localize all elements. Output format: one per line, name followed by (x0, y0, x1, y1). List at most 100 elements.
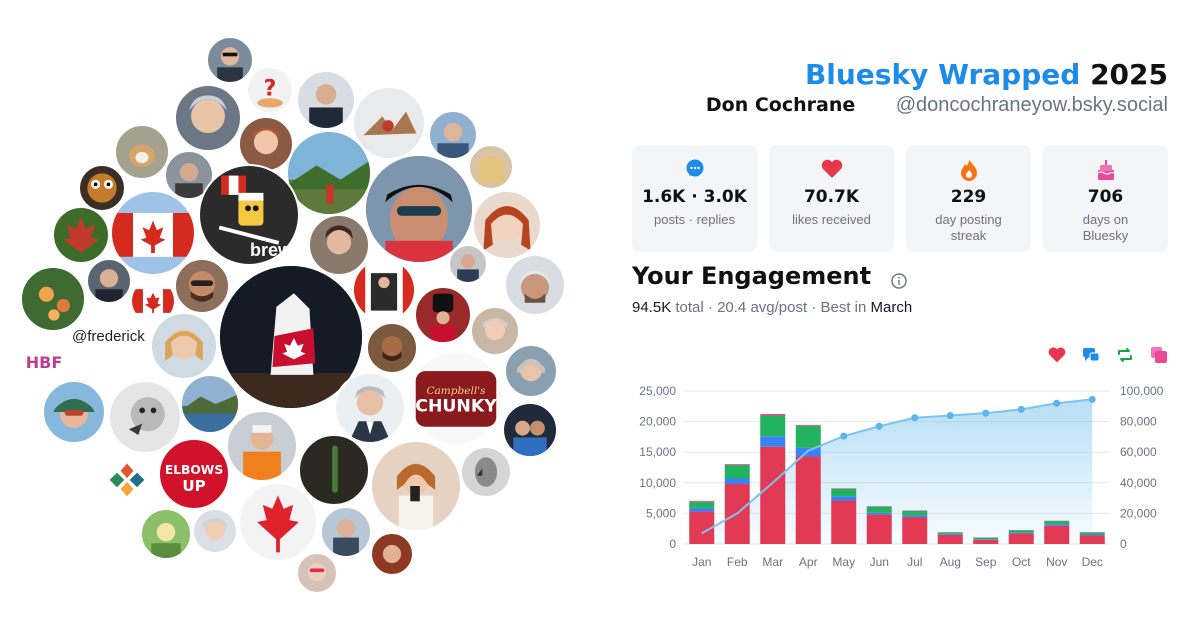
avatar[interactable] (504, 254, 566, 316)
avatar[interactable] (226, 410, 298, 482)
cake-icon (1043, 159, 1168, 181)
avatar-cloud: ? brewski (20, 36, 566, 594)
avatar[interactable] (370, 532, 414, 576)
bar-segment (1044, 524, 1070, 526)
avatar[interactable] (470, 306, 520, 356)
repost-icon[interactable] (1116, 346, 1134, 364)
svg-text:UP: UP (182, 477, 205, 495)
y-tick-label: 15,000 (639, 445, 676, 459)
avatar[interactable] (370, 440, 462, 532)
cumulative-point (982, 409, 990, 417)
x-tick-label: Mar (762, 555, 783, 569)
info-icon[interactable] (891, 267, 908, 289)
avatar[interactable] (352, 258, 416, 322)
avatar[interactable] (298, 434, 370, 506)
brewski-label: brewski (250, 240, 300, 260)
reply-icon[interactable] (1082, 346, 1100, 364)
bar-segment (937, 532, 963, 534)
bar-segment (760, 446, 786, 544)
avatar[interactable] (206, 36, 254, 84)
x-tick-label: Jan (692, 555, 711, 569)
avatar[interactable] (448, 244, 488, 284)
svg-text:ELBOWS: ELBOWS (165, 463, 223, 477)
bar-segment (831, 488, 857, 489)
avatar[interactable] (468, 144, 514, 190)
bar-segment (760, 415, 786, 437)
avatar[interactable] (320, 506, 372, 558)
avatar[interactable]: Campbell's CHUNKY (408, 350, 504, 446)
avatar[interactable] (364, 154, 474, 264)
quote-icon[interactable] (1150, 346, 1168, 364)
avatar[interactable] (52, 206, 110, 264)
user-handle[interactable]: @doncochraneyow.bsky.social (895, 94, 1168, 116)
avatar[interactable]: ? (246, 66, 294, 114)
avatar[interactable] (502, 402, 558, 458)
avatar[interactable] (192, 508, 238, 554)
bar-segment (902, 517, 928, 544)
avatar[interactable] (296, 70, 356, 130)
avatar[interactable] (140, 508, 192, 560)
engagement-chart: 0 5,000 10,000 15,000 20,000 25,000 0 20,000 40,… (639, 384, 1163, 569)
y-tick-label: 0 (669, 537, 676, 551)
engagement-avg: 20.4 avg/post (717, 299, 808, 316)
avatar[interactable] (472, 190, 542, 260)
avatar[interactable] (286, 130, 372, 216)
avatar[interactable] (114, 124, 170, 180)
avatar[interactable] (108, 380, 182, 454)
avatar[interactable] (366, 322, 418, 374)
avatar[interactable] (20, 266, 86, 332)
avatar[interactable] (414, 286, 472, 344)
heart-icon[interactable] (1048, 346, 1066, 364)
x-tick-label: Apr (799, 555, 818, 569)
bar-segment (1008, 532, 1034, 534)
bar-segment (937, 534, 963, 544)
separator: · (811, 299, 817, 316)
avatar[interactable] (110, 190, 196, 276)
engagement-title: Your Engagement (632, 262, 872, 290)
bar-segment (973, 539, 999, 544)
avatar[interactable] (174, 258, 230, 314)
avatar[interactable] (334, 372, 406, 444)
avatar[interactable]: HBF (22, 344, 66, 378)
avatar[interactable] (86, 258, 132, 304)
avatar[interactable] (296, 552, 338, 594)
avatar[interactable] (180, 374, 240, 434)
stat-label: day posting streak (935, 212, 1002, 243)
brand-title: Bluesky Wrapped (804, 58, 1081, 91)
x-tick-label: Oct (1012, 555, 1031, 569)
stat-value: 1.6K · 3.0K (642, 187, 747, 207)
bar-segment (1044, 525, 1070, 544)
heart-icon (769, 159, 894, 181)
year-title: 2025 (1090, 58, 1168, 91)
stat-card-likes: 70.7K likes received (769, 145, 894, 252)
avatar[interactable]: brewski (198, 164, 300, 266)
stat-value: 229 (950, 187, 987, 207)
y-tick-label: 10,000 (639, 476, 676, 490)
avatar[interactable] (104, 456, 150, 502)
avatar[interactable] (78, 164, 126, 212)
avatar[interactable] (174, 84, 242, 152)
display-name: Don Cochrane (705, 94, 856, 116)
bar-segment (760, 413, 786, 416)
avatar[interactable] (428, 110, 478, 160)
avatar[interactable] (150, 312, 218, 380)
avatar[interactable] (164, 150, 214, 200)
bar-segment (1008, 533, 1034, 544)
avatar[interactable] (504, 344, 558, 398)
stat-value: 706 (1087, 187, 1124, 207)
bar-segment (795, 447, 821, 457)
stat-value: 70.7K (803, 187, 860, 207)
svg-text:?: ? (264, 77, 277, 102)
avatar[interactable] (238, 482, 318, 562)
avatar[interactable]: ELBOWS UP (158, 438, 230, 510)
y2-tick-label: 20,000 (1120, 506, 1157, 520)
bar-segment (689, 501, 715, 508)
avatar[interactable] (460, 446, 512, 498)
bar-segment (866, 512, 892, 515)
bar-segment (795, 425, 821, 448)
engagement-best-prefix: Best in (820, 299, 867, 316)
y-tick-label: 20,000 (639, 415, 676, 429)
avatar[interactable] (42, 380, 106, 444)
avatar[interactable] (308, 214, 370, 276)
bar-segment (1079, 535, 1105, 544)
